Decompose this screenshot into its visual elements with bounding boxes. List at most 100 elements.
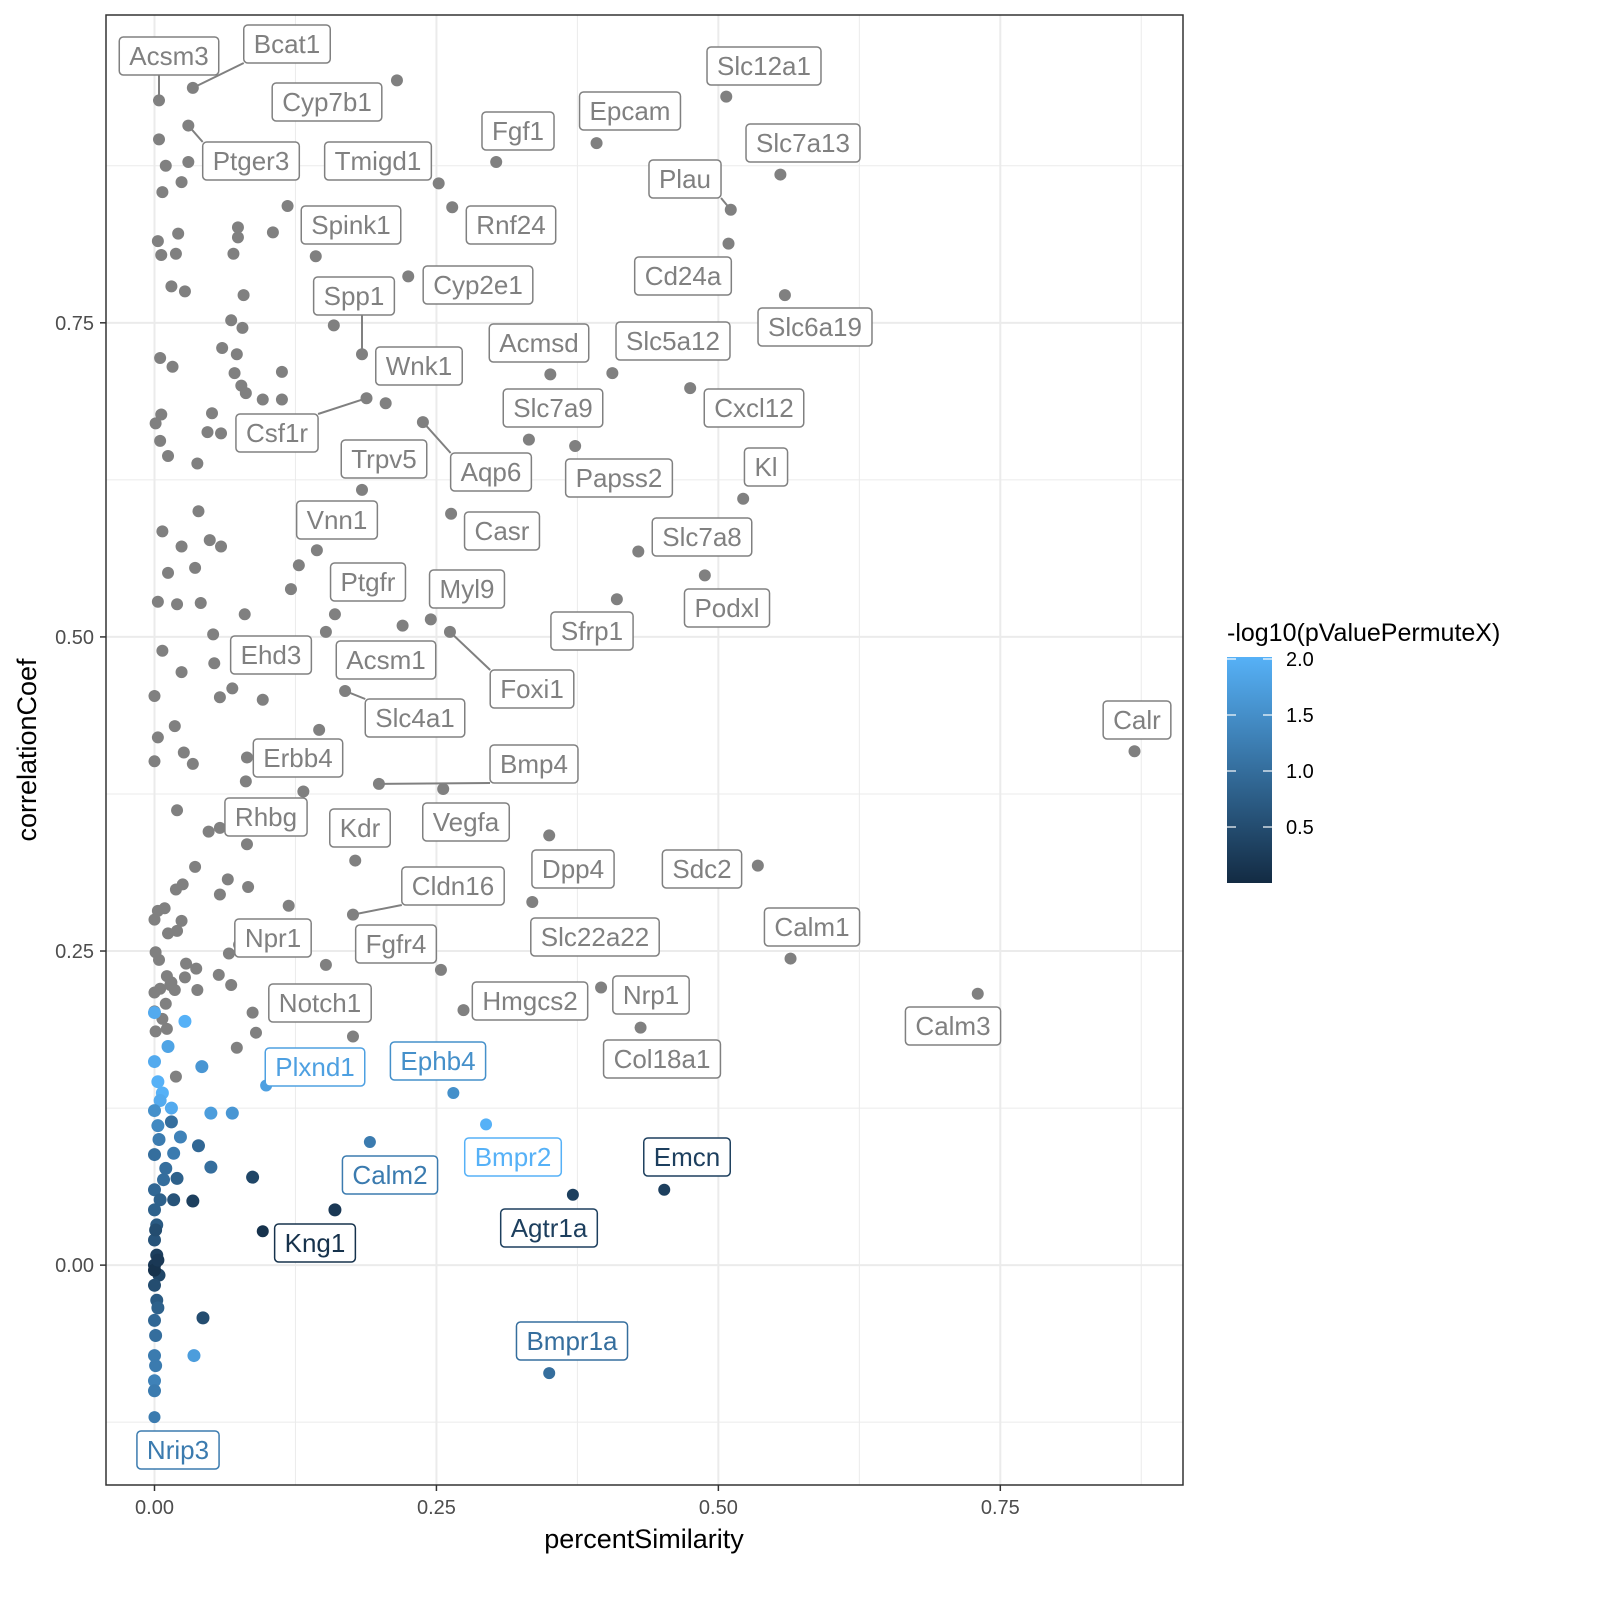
point-label: Slc7a8 bbox=[651, 517, 753, 557]
label-box bbox=[268, 983, 372, 1023]
data-point bbox=[204, 1160, 218, 1174]
data-point bbox=[166, 360, 179, 373]
label-text: Aqp6 bbox=[461, 457, 522, 487]
label-box bbox=[375, 346, 463, 386]
data-point bbox=[177, 746, 190, 759]
label-text: Vnn1 bbox=[307, 505, 368, 535]
label-box bbox=[421, 802, 511, 842]
label-text: Hmgcs2 bbox=[482, 986, 577, 1016]
label-text: Vegfa bbox=[433, 807, 500, 837]
label-connector bbox=[378, 782, 491, 785]
label-text: Slc7a9 bbox=[513, 393, 593, 423]
label-connector bbox=[449, 631, 491, 671]
data-point-labeled bbox=[722, 237, 735, 250]
data-point bbox=[149, 1359, 163, 1373]
data-point bbox=[147, 1183, 161, 1197]
data-point bbox=[213, 691, 226, 704]
label-text: Cd24a bbox=[645, 261, 722, 291]
point-label: Cd24a bbox=[633, 256, 733, 296]
label-box bbox=[515, 1321, 629, 1361]
data-point-labeled bbox=[346, 1030, 359, 1043]
data-point-labeled bbox=[457, 1004, 470, 1017]
point-label: Vnn1 bbox=[295, 500, 379, 540]
data-point bbox=[221, 873, 234, 886]
point-label: Calr bbox=[1102, 700, 1172, 740]
data-point bbox=[148, 755, 161, 768]
label-box bbox=[743, 447, 789, 487]
label-box bbox=[643, 1137, 731, 1177]
point-label: Slc22a22 bbox=[530, 917, 660, 957]
label-box bbox=[502, 388, 604, 428]
point-label: Kng1 bbox=[273, 1223, 357, 1263]
label-text: Ephb4 bbox=[400, 1046, 475, 1076]
data-point bbox=[266, 226, 279, 239]
data-point bbox=[157, 1173, 171, 1187]
data-point-labeled bbox=[310, 544, 323, 557]
data-point-labeled bbox=[360, 392, 373, 405]
data-point bbox=[215, 540, 228, 553]
data-point bbox=[191, 1139, 205, 1153]
data-point bbox=[206, 407, 219, 420]
label-text: Casr bbox=[475, 516, 530, 546]
label-text: Myl9 bbox=[440, 574, 495, 604]
label-text: Csf1r bbox=[246, 418, 308, 448]
data-point bbox=[164, 1101, 178, 1115]
point-label: Myl9 bbox=[428, 569, 506, 609]
data-point bbox=[151, 595, 164, 608]
data-point bbox=[153, 1094, 167, 1108]
data-point bbox=[230, 1041, 243, 1054]
label-box bbox=[564, 458, 674, 498]
data-point bbox=[239, 387, 252, 400]
label-text: Fgf1 bbox=[492, 116, 544, 146]
data-point bbox=[191, 983, 204, 996]
data-point bbox=[309, 250, 322, 263]
legend-tick-label: 1.5 bbox=[1286, 705, 1314, 727]
data-point-labeled bbox=[526, 896, 539, 909]
data-point bbox=[156, 644, 169, 657]
point-label: Slc7a9 bbox=[502, 388, 604, 428]
data-point bbox=[292, 559, 305, 572]
label-box bbox=[602, 1039, 722, 1079]
data-point bbox=[238, 608, 251, 621]
label-box bbox=[136, 1430, 220, 1470]
x-tick-label: 0.00 bbox=[135, 1497, 174, 1519]
label-box bbox=[428, 569, 506, 609]
label-text: Slc22a22 bbox=[541, 922, 649, 952]
point-label: Fgfr4 bbox=[354, 924, 438, 964]
data-point-labeled bbox=[684, 382, 697, 395]
data-point bbox=[151, 1119, 165, 1133]
label-text: Slc7a8 bbox=[662, 522, 742, 552]
point-label: Rhbg bbox=[224, 797, 308, 837]
label-box bbox=[683, 588, 771, 628]
point-label: Col18a1 bbox=[602, 1039, 722, 1079]
data-point bbox=[189, 561, 202, 574]
point-label: Bmp4 bbox=[489, 744, 579, 784]
point-labels: Acsm3 Bcat1 Cyp7b1 Ptger3 Tmigd1 Fgf1 Epcam Slc… bbox=[118, 24, 1172, 1470]
label-box bbox=[449, 452, 533, 492]
label-box bbox=[329, 562, 407, 602]
data-point bbox=[227, 247, 240, 260]
data-point bbox=[147, 1233, 161, 1247]
label-box bbox=[300, 205, 402, 245]
data-point bbox=[178, 285, 191, 298]
label-text: Cyp2e1 bbox=[433, 270, 523, 300]
label-box bbox=[264, 1047, 366, 1087]
point-label: Dpp4 bbox=[531, 849, 615, 889]
data-point bbox=[147, 1104, 161, 1118]
data-point bbox=[149, 417, 162, 430]
color-legend: -log10(pValuePermuteX) 0.5 1.0 1.5 2.0 bbox=[1227, 619, 1500, 883]
legend-tick-label: 2.0 bbox=[1286, 649, 1314, 671]
data-point bbox=[162, 450, 175, 462]
point-label: Calm1 bbox=[763, 907, 861, 947]
data-point bbox=[151, 731, 164, 744]
point-label: Ptgfr bbox=[329, 562, 407, 602]
data-point bbox=[190, 962, 203, 975]
label-box bbox=[651, 517, 753, 557]
data-point-labeled bbox=[590, 137, 603, 150]
label-box bbox=[312, 276, 396, 316]
label-box bbox=[488, 323, 590, 363]
data-point bbox=[225, 978, 238, 991]
label-text: Spp1 bbox=[324, 281, 385, 311]
point-label: Hmgcs2 bbox=[471, 981, 589, 1021]
point-label: Sfrp1 bbox=[550, 611, 634, 651]
